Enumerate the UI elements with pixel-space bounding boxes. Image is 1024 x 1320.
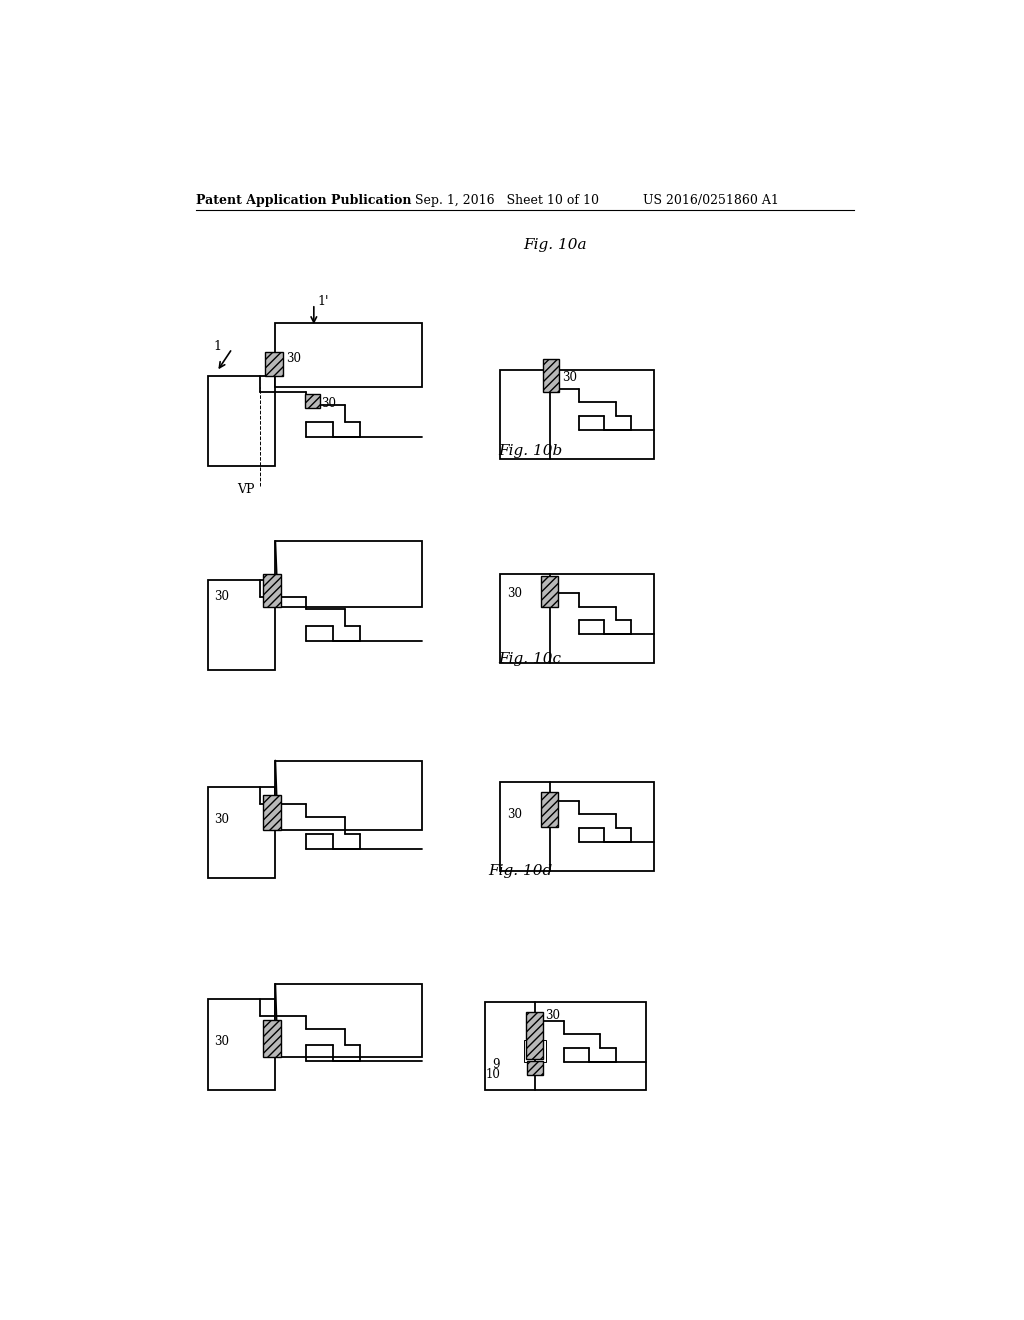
Bar [525,1011,543,1059]
Bar [264,352,283,376]
Bar [500,370,654,459]
Text: 30: 30 [507,587,521,601]
Text: 30: 30 [562,371,578,384]
Text: Fig. 10b: Fig. 10b [499,444,563,458]
Polygon shape [208,376,275,466]
Polygon shape [275,983,422,1057]
Text: 9: 9 [493,1059,500,1072]
Polygon shape [208,788,275,878]
Text: 1': 1' [317,296,329,308]
Text: 30: 30 [214,1035,229,1048]
Bar [304,395,319,408]
Text: 10: 10 [485,1068,500,1081]
Bar [500,574,654,663]
Polygon shape [208,999,275,1090]
Text: US 2016/0251860 A1: US 2016/0251860 A1 [643,194,778,207]
Bar [263,574,282,607]
Bar [543,359,559,392]
Text: 30: 30 [214,813,229,826]
Text: 30: 30 [546,1008,560,1022]
Bar [527,1061,543,1074]
Text: 30: 30 [214,590,229,603]
Text: Fig. 10d: Fig. 10d [488,863,553,878]
Polygon shape [208,579,275,671]
Text: 30: 30 [286,352,301,366]
Text: Fig. 10a: Fig. 10a [523,238,587,252]
Polygon shape [275,323,422,387]
Text: 1: 1 [214,339,222,352]
Polygon shape [275,760,422,830]
Text: 30: 30 [322,397,337,409]
Bar [500,781,654,871]
Text: VP: VP [237,483,254,496]
Text: 30: 30 [507,808,521,821]
Polygon shape [275,541,422,607]
Text: Patent Application Publication: Patent Application Publication [196,194,412,207]
Bar [524,1040,546,1061]
Bar [541,576,558,607]
Text: Sep. 1, 2016   Sheet 10 of 10: Sep. 1, 2016 Sheet 10 of 10 [416,194,599,207]
Bar [484,1002,646,1090]
Bar [263,795,282,830]
Bar [263,1020,282,1057]
Bar [541,792,558,826]
Text: Fig. 10c: Fig. 10c [499,652,561,665]
